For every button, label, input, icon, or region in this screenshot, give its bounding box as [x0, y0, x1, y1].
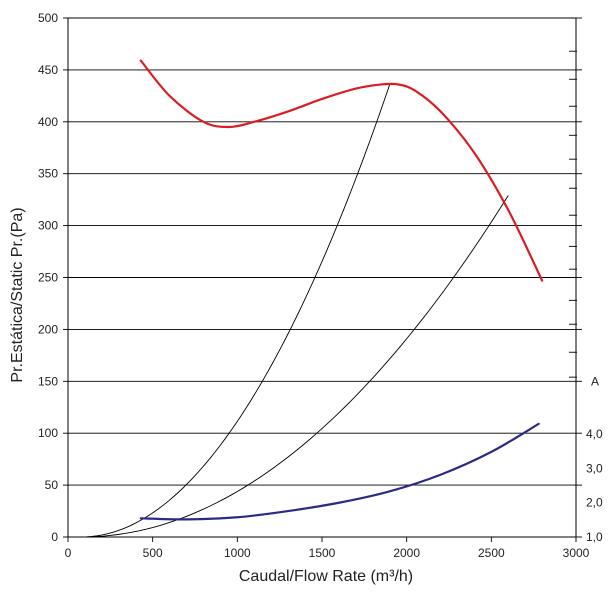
x-axis-title: Caudal/Flow Rate (m³/h): [239, 568, 413, 585]
y-tick-label: 450: [38, 63, 58, 77]
x-tick-label: 500: [143, 546, 163, 560]
y-axis-title: Pr.Estática/Static Pr.(Pa): [9, 207, 26, 382]
system-curve-1: [81, 84, 391, 538]
y-tick-label: 200: [38, 322, 58, 336]
y-tick-label: 400: [38, 115, 58, 129]
grid-layer: [68, 17, 576, 538]
y-tick-label: 100: [38, 426, 58, 440]
y-tick-label: 150: [38, 374, 58, 388]
labels-layer: 0 50 100 150 200 250 300 350 400 450 500 0 500 1000 15…: [38, 11, 603, 560]
axes-layer: [63, 17, 582, 542]
series-layer: [81, 59, 544, 538]
x-tick-label: 2000: [393, 546, 420, 560]
y-tick-label: 50: [45, 478, 59, 492]
x-tick-label: 0: [65, 546, 72, 560]
x-tick-label: 2500: [478, 546, 505, 560]
y-tick-label: 500: [38, 11, 58, 25]
current-curve: [139, 422, 540, 521]
right-tick-label: 4,0: [586, 427, 603, 441]
y-tick-label: 0: [51, 530, 58, 544]
x-tick-label: 1500: [309, 546, 336, 560]
right-tick-label: 1,0: [586, 530, 603, 544]
y-tick-label: 350: [38, 167, 58, 181]
y-tick-label: 250: [38, 271, 58, 285]
y-tick-label: 300: [38, 219, 58, 233]
right-axis-unit: A: [591, 374, 599, 388]
system-curve-2: [81, 195, 509, 538]
x-tick-label: 1000: [224, 546, 251, 560]
right-tick-label: 2,0: [586, 496, 603, 510]
right-tick-label: 3,0: [586, 461, 603, 475]
x-tick-label: 3000: [563, 546, 590, 560]
static-pressure-curve: [139, 59, 544, 282]
